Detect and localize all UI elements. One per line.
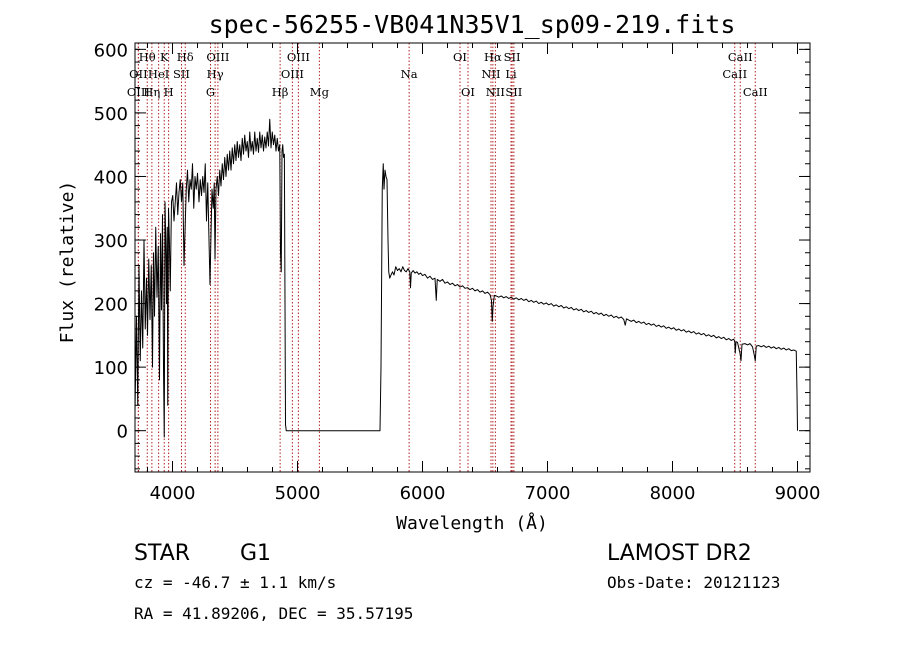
line-label-9: OIII xyxy=(206,50,229,64)
chart-title: spec-56255-VB041N35V1_sp09-219.fits xyxy=(209,10,736,39)
line-label-16: Na xyxy=(401,67,418,81)
line-label-11: G xyxy=(206,85,215,99)
line-label-1: OII xyxy=(129,67,148,81)
line-label-0: Hθ xyxy=(139,50,156,64)
sky-coordinates: RA = 41.89206, DEC = 35.57195 xyxy=(134,604,413,623)
x-axis-label: Wavelength (Å) xyxy=(396,512,548,534)
line-label-20: NII xyxy=(481,67,500,81)
survey-name: LAMOST DR2 xyxy=(607,541,752,566)
line-label-15: Mg xyxy=(310,85,330,99)
x-tick-label-3: 7000 xyxy=(525,483,571,504)
plot-border xyxy=(134,42,811,473)
object-class: STAR xyxy=(134,541,190,566)
redshift-velocity: cz = -46.7 ± 1.1 km/s xyxy=(134,573,336,592)
line-label-18: OI xyxy=(461,85,475,99)
line-label-7: SII xyxy=(173,67,190,81)
y-tick-label-5: 500 xyxy=(94,104,128,125)
line-label-21: NII xyxy=(486,85,505,99)
x-tick-label-4: 8000 xyxy=(650,483,696,504)
line-label-19: Hα xyxy=(484,50,502,64)
axis-ticks: 4000 5000 6000 7000 8000 9000 0 100 200 300 400 500… xyxy=(94,40,821,504)
line-label-2: OIII xyxy=(127,85,150,99)
line-label-13: OIII xyxy=(287,50,310,64)
line-label-5: K xyxy=(160,50,169,64)
spectrum-line xyxy=(134,118,798,438)
y-tick-label-2: 200 xyxy=(94,295,128,316)
line-label-25: CaII xyxy=(728,50,753,64)
object-subclass: G1 xyxy=(240,541,271,566)
observation-date: Obs-Date: 20121123 xyxy=(607,573,780,592)
x-tick-label-0: 4000 xyxy=(150,483,196,504)
line-label-10: Hγ xyxy=(207,67,224,81)
y-tick-label-0: 0 xyxy=(117,422,128,443)
spectrum-series xyxy=(134,118,798,438)
x-tick-label-1: 5000 xyxy=(275,483,321,504)
line-label-4: HeI xyxy=(148,67,169,81)
spectral-line-markers xyxy=(137,43,756,472)
line-label-8: Hδ xyxy=(177,50,194,64)
spectrum-info: STAR G1 cz = -46.7 ± 1.1 km/s RA = 41.89… xyxy=(134,541,780,623)
line-label-14: OIII xyxy=(281,67,304,81)
line-label-26: CaII xyxy=(722,67,747,81)
y-tick-label-4: 400 xyxy=(94,167,128,188)
y-axis-label: Flux (relative) xyxy=(57,181,78,344)
line-label-22: SII xyxy=(504,50,521,64)
line-label-24: SII xyxy=(505,85,522,99)
line-label-12: Hβ xyxy=(272,85,289,99)
line-label-6: H xyxy=(164,85,174,99)
y-tick-label-3: 300 xyxy=(94,231,128,252)
line-label-23: Li xyxy=(505,67,517,81)
line-label-17: OI xyxy=(453,50,467,64)
x-tick-label-5: 9000 xyxy=(775,483,821,504)
line-label-27: CaII xyxy=(743,85,768,99)
x-tick-label-2: 6000 xyxy=(400,483,446,504)
y-tick-label-6: 600 xyxy=(94,40,128,61)
y-tick-label-1: 100 xyxy=(94,358,128,379)
line-label-3: Hη xyxy=(143,85,160,99)
plot-frame xyxy=(134,42,811,473)
